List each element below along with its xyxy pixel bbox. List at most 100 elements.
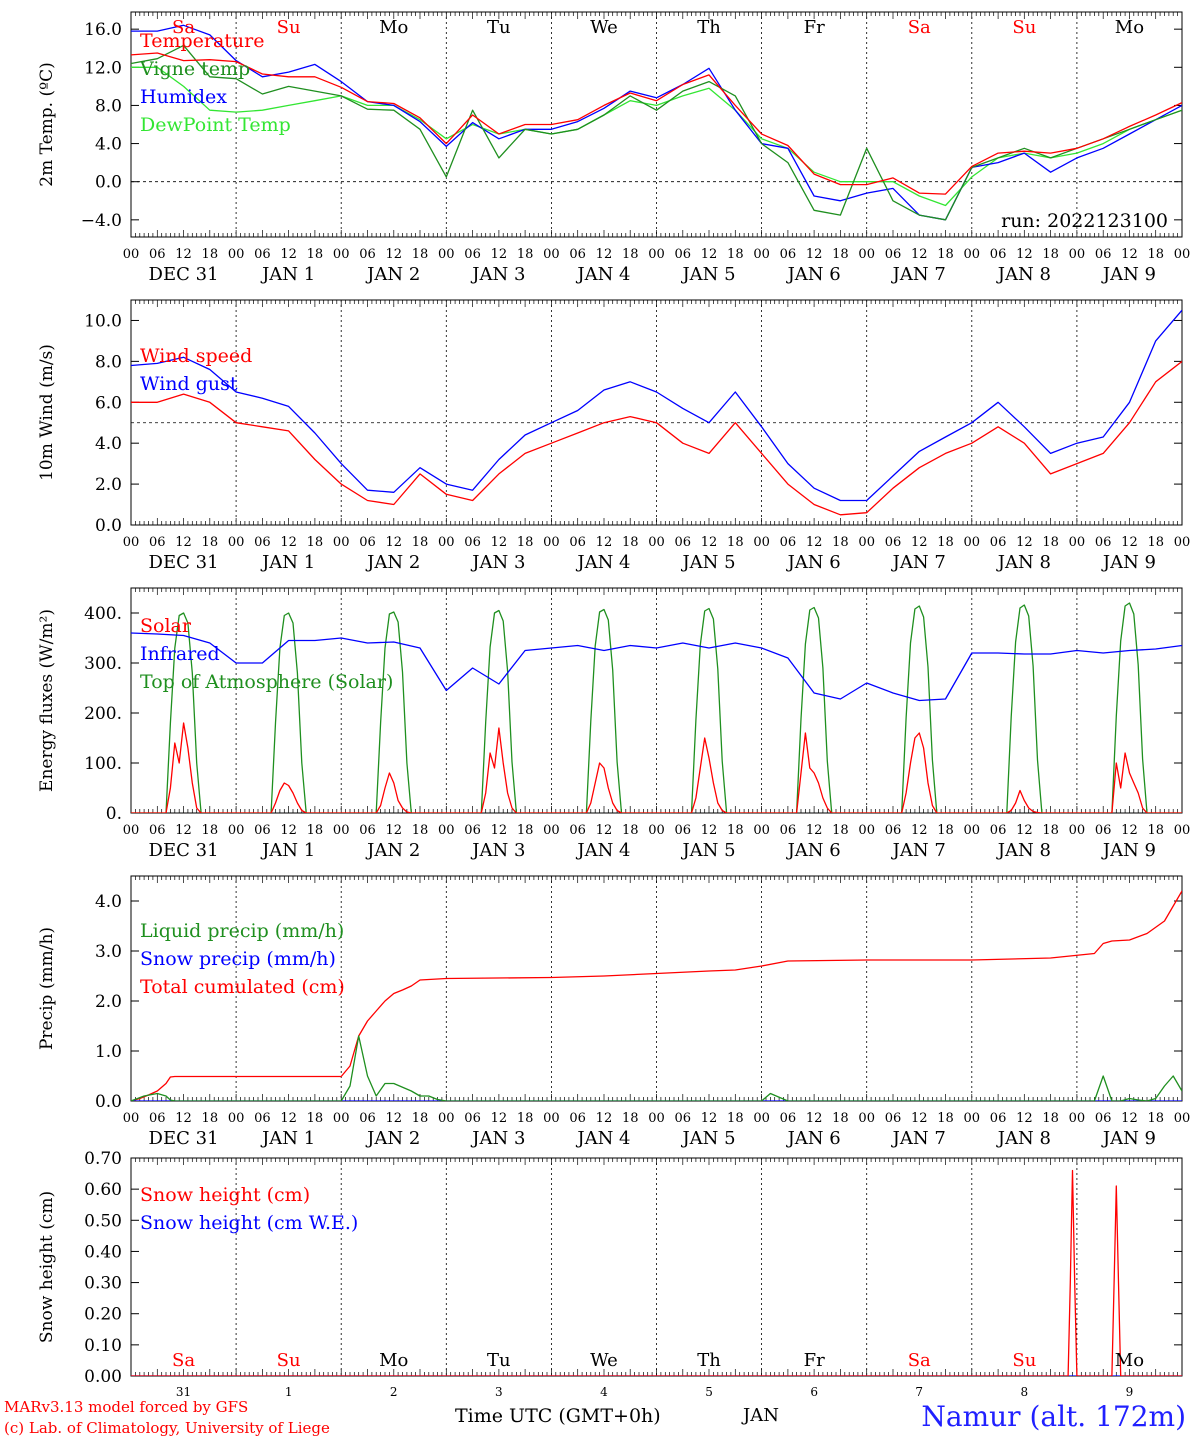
day-name: Fr	[804, 1350, 825, 1371]
hour-tick-label: 00	[964, 1111, 981, 1126]
hour-tick-label: 18	[622, 1111, 639, 1126]
chart-panel-4: 0.0 1.0 2.0 3.0 4.0 Precip (mm/h) Liquid preci…	[37, 875, 1190, 1149]
hour-tick-label: 00	[228, 1111, 245, 1126]
hour-tick-label: 12	[491, 1111, 508, 1126]
day-name: Mo	[1115, 17, 1144, 38]
hour-tick-label: 12	[911, 823, 928, 838]
y-tick-label: 300.	[84, 654, 122, 674]
hour-tick-label: 12	[385, 535, 402, 550]
hour-ticks	[130, 1158, 1183, 1376]
date-label: JAN 2	[365, 552, 420, 573]
y-tick-label: 6.0	[95, 393, 122, 413]
hour-tick-label: 06	[149, 535, 166, 550]
day-name: Su	[277, 17, 301, 38]
date-label: DEC 31	[149, 840, 219, 861]
date-label: JAN 4	[575, 264, 630, 285]
day-number: 6	[810, 1385, 818, 1399]
hour-tick-label: 18	[622, 247, 639, 262]
hour-tick-label: 06	[780, 535, 797, 550]
hour-tick-label: 00	[438, 535, 455, 550]
y-tick-label: 0.0	[95, 1092, 122, 1112]
hour-tick-label: 06	[254, 1111, 271, 1126]
legend-entry: Total cumulated (cm)	[140, 976, 345, 998]
hour-tick-label: 18	[1042, 247, 1059, 262]
date-label: JAN 5	[680, 1128, 735, 1149]
date-label: DEC 31	[149, 552, 219, 573]
chart-panel-3: 0. 100. 200. 300. 400. Energy fluxes (W/m²) So…	[37, 587, 1190, 861]
series-lines	[131, 309, 1182, 516]
hour-tick-label: 12	[911, 247, 928, 262]
hour-tick-label: 18	[1147, 535, 1164, 550]
hour-tick-label: 12	[491, 823, 508, 838]
hour-ticks	[130, 12, 1183, 237]
hour-tick-label: 18	[307, 247, 324, 262]
series-line-temperature	[131, 52, 1182, 195]
hour-tick-label: 00	[753, 1111, 770, 1126]
hour-tick-label: 18	[412, 247, 429, 262]
day-name: Su	[1012, 17, 1036, 38]
hour-tick-label: 12	[701, 1111, 718, 1126]
hour-tick-label: 18	[202, 1111, 219, 1126]
hour-tick-label: 18	[1147, 823, 1164, 838]
series-line-solar	[131, 722, 1182, 813]
y-tick-label: 0.70	[84, 1149, 122, 1169]
hour-tick-label: 00	[123, 247, 140, 262]
date-label: JAN 8	[996, 552, 1051, 573]
hour-tick-label: 00	[858, 1111, 875, 1126]
date-label: JAN 8	[996, 264, 1051, 285]
day-name: Tu	[487, 1350, 511, 1371]
y-axis-label: 10m Wind (m/s)	[37, 344, 57, 481]
hour-tick-label: 00	[858, 535, 875, 550]
day-name: We	[590, 17, 618, 38]
y-tick-label: 0.30	[84, 1274, 122, 1294]
hour-tick-label: 12	[1121, 247, 1138, 262]
day-name: Th	[697, 17, 721, 38]
y-tick-label: 0.0	[95, 516, 122, 536]
legend-entry: Liquid precip (mm/h)	[140, 920, 344, 942]
hour-tick-label: 00	[123, 823, 140, 838]
hour-tick-label: 00	[228, 535, 245, 550]
legend-entry: Vigne temp	[139, 58, 250, 80]
hour-tick-label: 00	[123, 1111, 140, 1126]
day-name: Fr	[804, 17, 825, 38]
chart-panel-1: 16.0 12.0 8.0 4.0 0.0 −4.0 2m Temp. (ºC) Temper…	[37, 11, 1190, 285]
series-line-dewpoint-temp	[131, 66, 1182, 207]
hour-tick-label: 06	[359, 1111, 376, 1126]
hour-tick-label: 12	[806, 247, 823, 262]
hour-tick-label: 06	[464, 1111, 481, 1126]
hour-tick-label: 12	[701, 823, 718, 838]
date-label: JAN 9	[1101, 552, 1156, 573]
date-label: JAN 3	[470, 552, 525, 573]
series-line-infrared	[131, 632, 1182, 702]
y-axis-label: Snow height (cm)	[37, 1191, 57, 1343]
hour-tick-label: 18	[1042, 535, 1059, 550]
hour-tick-label: 18	[832, 535, 849, 550]
date-label: DEC 31	[149, 1128, 219, 1149]
y-tick-label: 2.0	[95, 475, 122, 495]
legend-entry: Solar	[140, 615, 192, 637]
date-label: JAN 2	[365, 264, 420, 285]
hour-tick-label: 18	[517, 1111, 534, 1126]
hour-tick-label: 18	[517, 535, 534, 550]
hour-tick-label: 12	[911, 535, 928, 550]
hour-tick-label: 06	[149, 247, 166, 262]
hour-tick-label: 06	[990, 1111, 1007, 1126]
hour-tick-label: 18	[202, 535, 219, 550]
hour-tick-label: 18	[307, 535, 324, 550]
hour-tick-label: 06	[780, 823, 797, 838]
hour-tick-label: 12	[491, 535, 508, 550]
hour-tick-label: 12	[175, 1111, 192, 1126]
hour-tick-label: 06	[780, 247, 797, 262]
hour-tick-label: 12	[1121, 535, 1138, 550]
hour-tick-label: 18	[622, 535, 639, 550]
series-line-humidex	[131, 24, 1182, 221]
hour-tick-label: 18	[832, 823, 849, 838]
hour-tick-label: 00	[753, 247, 770, 262]
date-label: DEC 31	[149, 264, 219, 285]
y-tick-label: 16.0	[84, 20, 122, 40]
date-label: JAN 6	[786, 1128, 841, 1149]
hour-tick-label: 00	[123, 535, 140, 550]
hour-tick-label: 00	[964, 535, 981, 550]
y-tick-label: 3.0	[95, 942, 122, 962]
hour-tick-label: 00	[1069, 823, 1086, 838]
